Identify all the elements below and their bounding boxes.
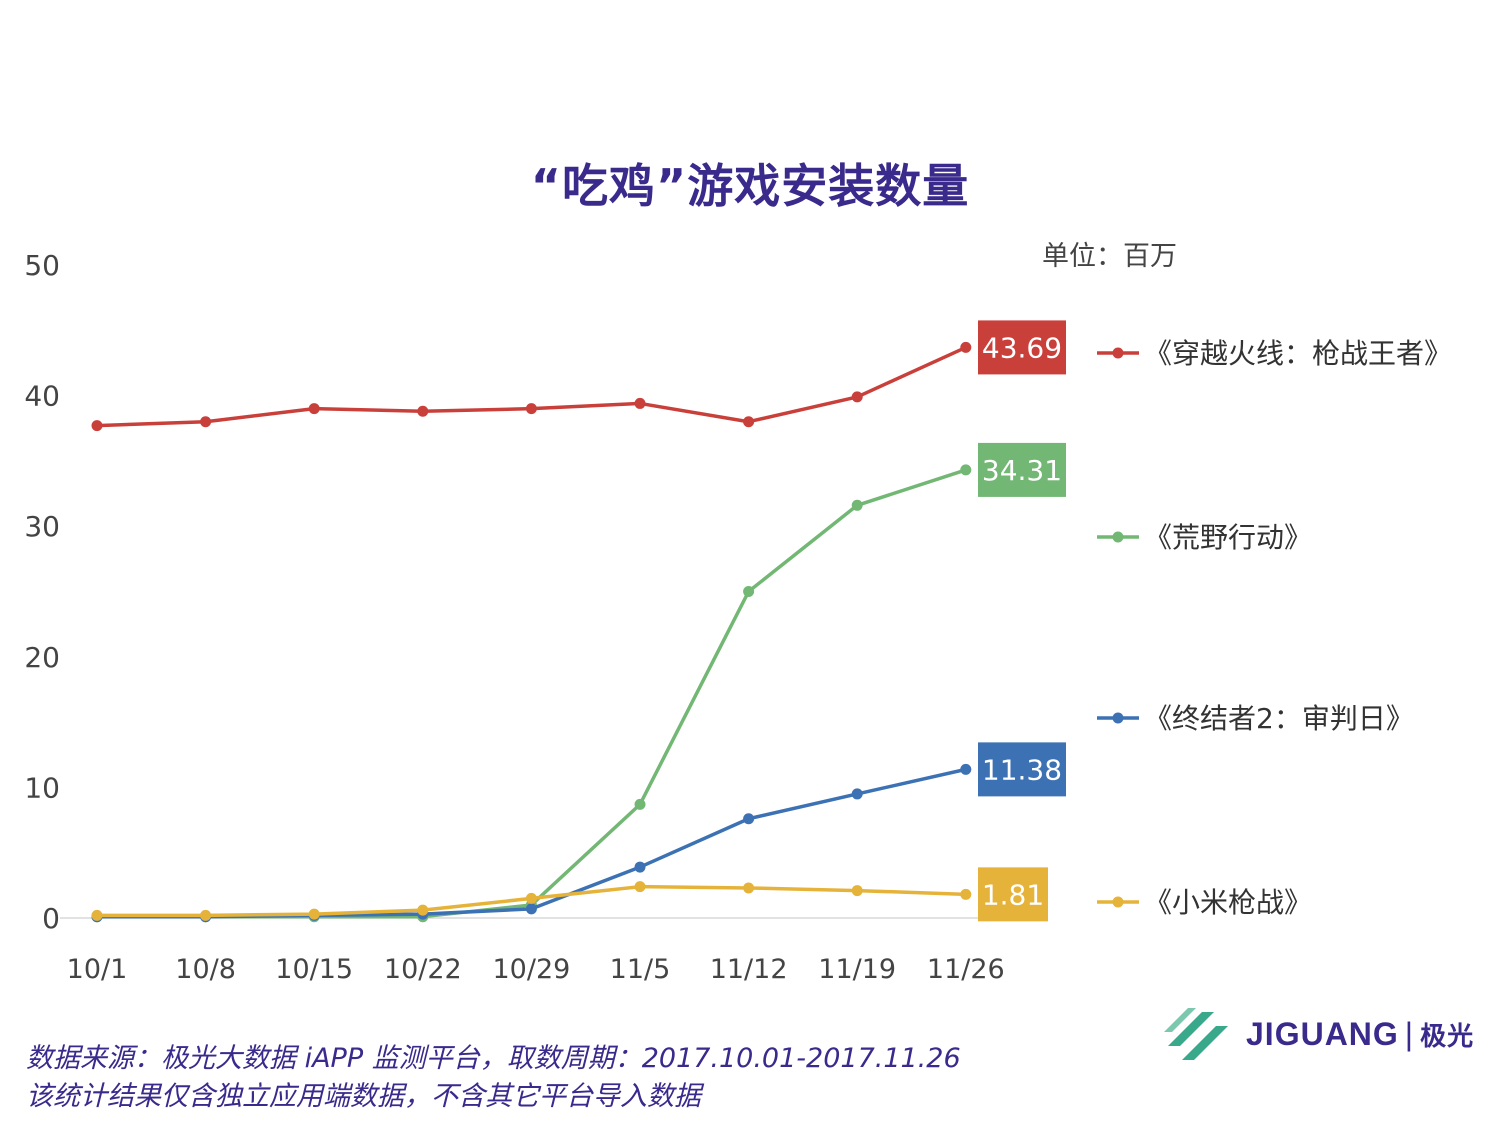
data-point [960,888,972,900]
series-line [95,468,968,919]
end-value-text: 11.38 [982,753,1062,786]
legend-label: 《终结者2：审判日》 [1144,702,1414,735]
y-tick-label: 40 [24,380,60,413]
end-value-box [978,742,1066,797]
x-tick-label: 10/29 [492,954,570,985]
data-point [525,403,537,415]
x-tick-label: 11/19 [818,954,896,985]
legend-marker [1112,531,1124,543]
data-point [525,892,537,904]
end-value-text: 43.69 [982,331,1062,364]
end-value-box [978,867,1048,922]
series-0 [91,341,972,432]
y-tick-label: 10 [24,771,60,804]
logo-cn: 极光 [1420,1021,1475,1051]
jiguang-logo: JIGUANG | 极光 [1162,1002,1482,1072]
legend-label: 《荒野行动》 [1144,521,1312,554]
legend-item: 《穿越火线：枪战王者》 [1097,337,1452,370]
data-point [634,397,646,409]
logo-wordmark: JIGUANG | 极光 [1246,1016,1474,1053]
footer-note: 数据来源：极光大数据 iAPP 监测平台，取数周期：2017.10.01-201… [26,1040,961,1116]
data-point [525,903,537,915]
y-tick-label: 50 [24,249,60,282]
legend-item: 《小米枪战》 [1097,886,1312,919]
y-tick-label: 20 [24,641,60,674]
end-value-text: 1.81 [982,878,1044,911]
legend-marker [1112,712,1124,724]
y-tick-label: 30 [24,510,60,543]
data-point [91,909,103,921]
logo-brand: JIGUANG [1246,1016,1399,1052]
data-point [743,813,755,825]
footer-source-line: 数据来源：极光大数据 iAPP 监测平台，取数周期：2017.10.01-201… [26,1043,961,1074]
data-point [91,420,103,432]
data-point [960,464,972,476]
axis-layer: 0 10 20 30 40 50 10/1 10/8 10/15 10/22 10/29 11/5 11… [24,249,1040,985]
jiguang-mark-icon [1164,1008,1228,1060]
data-point [960,763,972,775]
x-tick-label: 10/15 [275,954,353,985]
legend-marker [1112,347,1124,359]
end-value-box [978,320,1066,375]
end-label-layer: 43.69 34.31 11.38 1.81 [978,320,1066,922]
end-value-label: 43.69 [978,320,1066,375]
data-point [200,909,212,921]
series-layer [91,341,972,923]
legend-item: 《终结者2：审判日》 [1097,702,1414,735]
data-point [851,391,863,403]
data-point [743,586,755,597]
end-value-label: 34.31 [978,442,1066,497]
legend-label: 《小米枪战》 [1144,886,1312,919]
y-tick-label: 0 [42,902,60,935]
legend-marker [1112,896,1124,908]
series-1 [91,464,972,923]
end-value-label: 1.81 [978,867,1048,922]
unit-label: 单位：百万 [1042,241,1177,272]
data-point [851,885,863,897]
end-value-box [978,442,1066,497]
x-tick-label: 11/12 [710,954,788,985]
end-value-label: 11.38 [978,742,1066,797]
data-point [308,908,320,920]
end-value-text: 34.31 [982,454,1062,487]
legend-layer: 《穿越火线：枪战王者》《荒野行动》《终结者2：审判日》《小米枪战》 [1097,337,1452,919]
data-point [308,403,320,415]
data-point [417,904,429,916]
data-point [851,788,863,800]
x-tick-label: 11/26 [927,954,1005,985]
x-tick-label: 10/22 [384,954,462,985]
logo-separator: | [1404,1016,1415,1052]
footer-scope-line: 该统计结果仅含独立应用端数据，不含其它平台导入数据 [26,1081,701,1112]
series-3 [91,881,972,921]
data-point [634,881,646,893]
legend-item: 《荒野行动》 [1097,521,1312,554]
data-point [417,405,429,417]
chart-title: “吃鸡”游戏安装数量 [530,159,970,213]
x-tick-label: 11/5 [610,954,671,985]
x-tick-label: 10/8 [175,954,236,985]
data-point [960,341,972,353]
data-point [634,861,646,873]
data-point [743,416,755,428]
data-point [200,416,212,428]
data-point [743,882,755,894]
legend-label: 《穿越火线：枪战王者》 [1144,337,1452,370]
x-tick-label: 10/1 [67,954,128,985]
data-point [851,499,863,511]
data-point [634,798,646,810]
